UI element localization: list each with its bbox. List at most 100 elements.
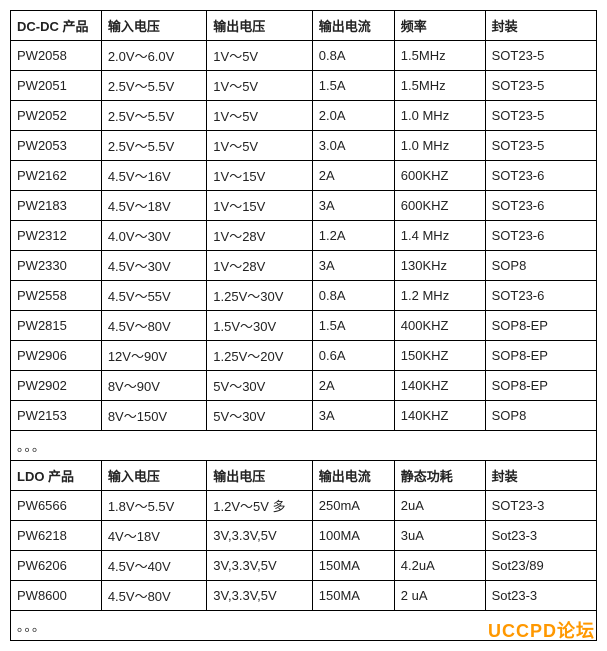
table1-cell: PW2162 <box>11 161 102 191</box>
table1-cell: SOT23-6 <box>485 221 596 251</box>
table2-cell: SOT23-3 <box>485 491 596 521</box>
table1-cell: 1.25V～30V <box>207 281 312 311</box>
table1-cell: 2.5V～5.5V <box>101 131 206 161</box>
table1-cell: SOP8 <box>485 401 596 431</box>
table2-cell: 4.5V～80V <box>101 581 206 611</box>
table2-cell: 1.8V～5.5V <box>101 491 206 521</box>
table2-header-cell: 封装 <box>485 461 596 491</box>
table1-cell: 4.5V～30V <box>101 251 206 281</box>
table1-cell: PW2058 <box>11 41 102 71</box>
table1-cell: PW2053 <box>11 131 102 161</box>
table1-cell: PW2815 <box>11 311 102 341</box>
table1-cell: PW2153 <box>11 401 102 431</box>
table1-cell: 3A <box>312 401 394 431</box>
watermark-label: UCCPD论坛 <box>488 617 595 643</box>
table1-cell: 1V～5V <box>207 101 312 131</box>
table2-row: PW62064.5V～40V3V,3.3V,5V150MA4.2uASot23/… <box>11 551 597 581</box>
table1-row: PW25584.5V～55V1.25V～30V0.8A1.2 MHzSOT23-… <box>11 281 597 311</box>
table1-cell: SOP8-EP <box>485 371 596 401</box>
table1-row: PW20512.5V～5.5V1V～5V1.5A1.5MHzSOT23-5 <box>11 71 597 101</box>
table1-cell: 0.8A <box>312 281 394 311</box>
table1-row: PW20532.5V～5.5V1V～5V3.0A1.0 MHzSOT23-5 <box>11 131 597 161</box>
table2-header-cell: LDO 产品 <box>11 461 102 491</box>
table1-cell: 2.0V～6.0V <box>101 41 206 71</box>
table2-cell: 250mA <box>312 491 394 521</box>
table2-cell: PW6566 <box>11 491 102 521</box>
table1-cell: 0.8A <box>312 41 394 71</box>
table1-cell: 4.5V～55V <box>101 281 206 311</box>
table1-cell: 150KHZ <box>394 341 485 371</box>
table1-cell: 4.0V～30V <box>101 221 206 251</box>
table1-cell: PW2906 <box>11 341 102 371</box>
table1-cell: 3.0A <box>312 131 394 161</box>
table1-cell: 400KHZ <box>394 311 485 341</box>
table1-cell: SOT23-5 <box>485 71 596 101</box>
table1-cell: 1.2 MHz <box>394 281 485 311</box>
table1-cell: 1.4 MHz <box>394 221 485 251</box>
table1-header-cell: 封装 <box>485 11 596 41</box>
table1-row: PW23124.0V～30V1V～28V1.2A1.4 MHzSOT23-6 <box>11 221 597 251</box>
product-spec-table: DC-DC 产品输入电压输出电压输出电流频率封装PW20582.0V～6.0V1… <box>10 10 597 641</box>
table2-cell: 4V～18V <box>101 521 206 551</box>
table1-cell: 130KHz <box>394 251 485 281</box>
table1-row: PW21624.5V～16V1V～15V2A600KHZSOT23-6 <box>11 161 597 191</box>
table1-cell: SOT23-6 <box>485 161 596 191</box>
table1-cell: PW2330 <box>11 251 102 281</box>
table2-header-cell: 输出电压 <box>207 461 312 491</box>
table1-cell: 5V～30V <box>207 401 312 431</box>
table2-cell: 150MA <box>312 551 394 581</box>
table1-row: PW20522.5V～5.5V1V～5V2.0A1.0 MHzSOT23-5 <box>11 101 597 131</box>
table1-cell: SOT23-5 <box>485 131 596 161</box>
table2-row: PW86004.5V～80V3V,3.3V,5V150MA2 uASot23-3 <box>11 581 597 611</box>
table1-cell: PW2902 <box>11 371 102 401</box>
table1-cell: SOT23-5 <box>485 101 596 131</box>
table1-header-cell: 频率 <box>394 11 485 41</box>
table2-header-cell: 输入电压 <box>101 461 206 491</box>
table1-cell: 5V～30V <box>207 371 312 401</box>
table1-row: PW29028V～90V5V～30V2A140KHZSOP8-EP <box>11 371 597 401</box>
table1-cell: 8V～150V <box>101 401 206 431</box>
table1-cell: 1V～28V <box>207 251 312 281</box>
table2-cell: PW6206 <box>11 551 102 581</box>
table1-cell: 1.25V～20V <box>207 341 312 371</box>
table1-cell: 1V～15V <box>207 191 312 221</box>
table2-row: PW65661.8V～5.5V1.2V～5V 多250mA2uASOT23-3 <box>11 491 597 521</box>
table2-cell: PW6218 <box>11 521 102 551</box>
table1-cell: PW2051 <box>11 71 102 101</box>
table1-cell: 1V～5V <box>207 71 312 101</box>
table2-cell: 3V,3.3V,5V <box>207 551 312 581</box>
table1-cell: 1.0 MHz <box>394 101 485 131</box>
table2-header-cell: 输出电流 <box>312 461 394 491</box>
table1-cell: 1V～28V <box>207 221 312 251</box>
table1-cell: 4.5V～18V <box>101 191 206 221</box>
table1-cell: 3A <box>312 191 394 221</box>
table1-cell: 1.5MHz <box>394 71 485 101</box>
table1-ellipsis-cell: 。。。 <box>11 431 597 461</box>
table1-cell: 2A <box>312 371 394 401</box>
table2-cell: 3V,3.3V,5V <box>207 581 312 611</box>
table2-header-row: LDO 产品输入电压输出电压输出电流静态功耗封装 <box>11 461 597 491</box>
table1-cell: 1V～5V <box>207 41 312 71</box>
table1-header-cell: 输入电压 <box>101 11 206 41</box>
table1-cell: 3A <box>312 251 394 281</box>
table2-cell: Sot23-3 <box>485 521 596 551</box>
table1-row: PW290612V～90V1.25V～20V0.6A150KHZSOP8-EP <box>11 341 597 371</box>
table2-cell: 4.2uA <box>394 551 485 581</box>
table1-cell: 1.5MHz <box>394 41 485 71</box>
table1-cell: 600KHZ <box>394 161 485 191</box>
table1-cell: 8V～90V <box>101 371 206 401</box>
table1-header-cell: DC-DC 产品 <box>11 11 102 41</box>
table1-cell: 1.0 MHz <box>394 131 485 161</box>
table2-cell: 4.5V～40V <box>101 551 206 581</box>
table1-cell: 1V～15V <box>207 161 312 191</box>
table1-cell: SOT23-6 <box>485 281 596 311</box>
table1-cell: PW2558 <box>11 281 102 311</box>
table2-cell: 3V,3.3V,5V <box>207 521 312 551</box>
table1-cell: PW2183 <box>11 191 102 221</box>
table1-cell: 2.5V～5.5V <box>101 101 206 131</box>
table1-cell: 4.5V～16V <box>101 161 206 191</box>
table1-cell: PW2052 <box>11 101 102 131</box>
table1-cell: 2.5V～5.5V <box>101 71 206 101</box>
table1-cell: 2A <box>312 161 394 191</box>
table1-cell: 1.5V～30V <box>207 311 312 341</box>
